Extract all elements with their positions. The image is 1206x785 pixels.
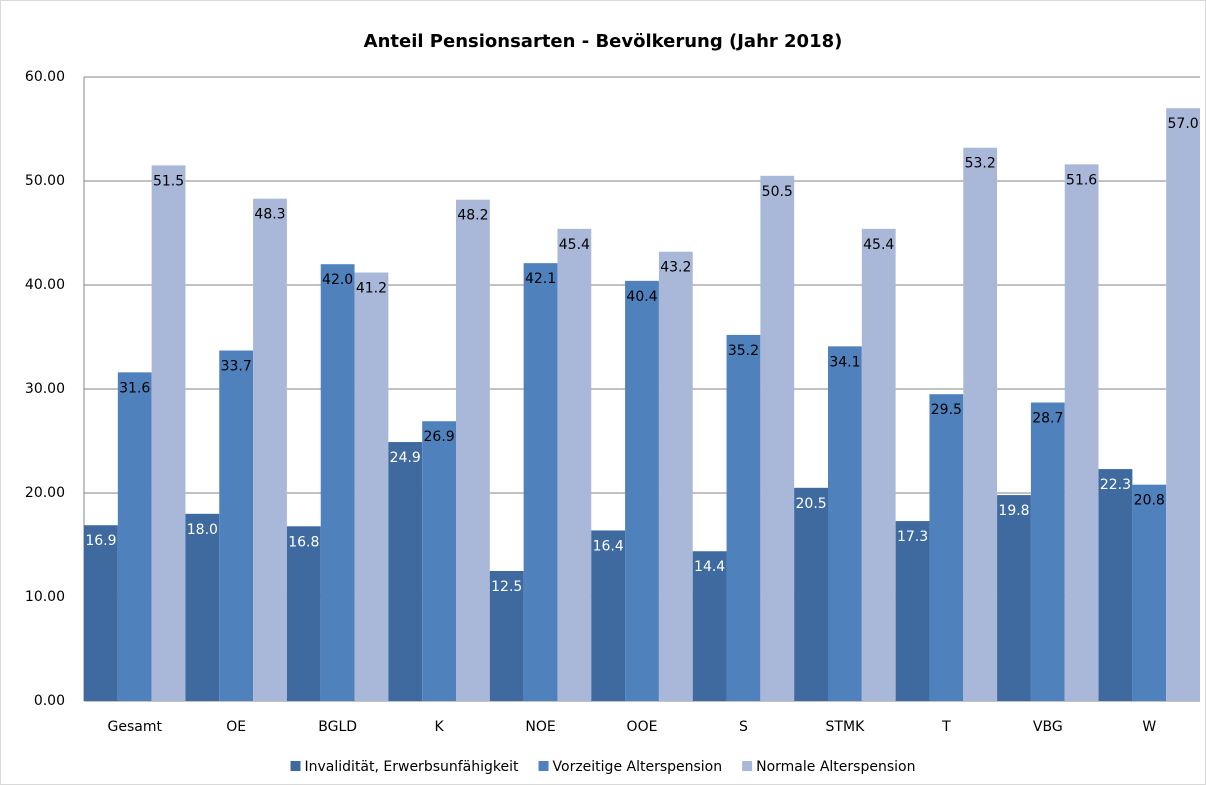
- y-tick-label: 30.00: [25, 381, 65, 397]
- bar: [760, 175, 795, 702]
- value-label: 51.5: [153, 173, 184, 189]
- bar: [523, 263, 558, 701]
- legend-swatch: [538, 761, 549, 771]
- bar: [185, 513, 220, 701]
- bar: [726, 334, 761, 701]
- x-tick-label: Gesamt: [107, 719, 162, 735]
- bar: [1098, 469, 1133, 701]
- bar: [1132, 484, 1167, 701]
- value-label: 26.9: [424, 429, 455, 445]
- value-label: 34.1: [829, 354, 860, 370]
- bar: [84, 525, 118, 701]
- value-label: 53.2: [965, 156, 996, 172]
- value-label: 45.4: [863, 237, 894, 253]
- value-label: 12.5: [491, 579, 522, 595]
- value-label: 16.4: [593, 538, 624, 554]
- bar: [692, 551, 727, 701]
- bar: [489, 571, 524, 701]
- x-tick-label: OE: [226, 719, 246, 735]
- y-tick-label: 50.00: [25, 173, 65, 189]
- value-label: 16.8: [288, 534, 319, 550]
- x-tick-label: S: [739, 719, 748, 735]
- value-label: 29.5: [931, 402, 962, 418]
- bar: [456, 199, 490, 701]
- value-label: 19.8: [998, 503, 1029, 519]
- bar: [591, 530, 626, 701]
- bar: [253, 198, 287, 701]
- value-label: 50.5: [762, 184, 793, 200]
- bar: [388, 442, 423, 701]
- x-tick-label: VBG: [1033, 719, 1063, 735]
- bar: [1166, 108, 1200, 701]
- value-label: 45.4: [559, 237, 590, 253]
- bar: [557, 228, 592, 701]
- value-label: 28.7: [1032, 411, 1063, 427]
- bar: [658, 251, 693, 701]
- legend-swatch: [290, 761, 301, 771]
- value-label: 48.2: [457, 208, 488, 224]
- x-tick-label: W: [1142, 719, 1156, 735]
- x-tick-label: BGLD: [318, 719, 357, 735]
- bar: [963, 147, 998, 702]
- value-label: 33.7: [221, 359, 252, 375]
- value-label: 42.0: [322, 272, 353, 288]
- bar: [219, 350, 254, 701]
- bar: [117, 372, 152, 701]
- x-tick-label: OOE: [627, 719, 658, 735]
- y-tick-label: 60.00: [25, 69, 65, 85]
- value-label: 14.4: [694, 559, 725, 575]
- value-label: 48.3: [254, 207, 285, 223]
- value-label: 57.0: [1168, 116, 1199, 132]
- bar: [929, 394, 964, 701]
- value-label: 41.2: [356, 281, 387, 297]
- bar: [320, 264, 355, 701]
- y-tick-label: 20.00: [25, 485, 65, 501]
- value-label: 35.2: [728, 343, 759, 359]
- y-tick-label: 40.00: [25, 277, 65, 293]
- value-label: 20.5: [796, 496, 827, 512]
- value-label: 18.0: [187, 522, 218, 538]
- legend-label: Vorzeitige Alterspension: [553, 759, 723, 775]
- bar: [828, 346, 862, 701]
- bar: [861, 228, 896, 701]
- bar: [151, 165, 186, 701]
- value-label: 20.8: [1134, 493, 1165, 509]
- bar: [1064, 164, 1099, 702]
- bar: [422, 421, 456, 701]
- legend-swatch: [742, 761, 753, 771]
- value-label: 16.9: [85, 533, 116, 549]
- legend-label: Normale Alterspension: [756, 759, 915, 775]
- x-tick-label: NOE: [525, 719, 555, 735]
- value-label: 42.1: [525, 271, 556, 287]
- value-label: 17.3: [897, 529, 928, 545]
- value-label: 24.9: [390, 450, 421, 466]
- y-tick-label: 10.00: [25, 589, 65, 605]
- chart-title: Anteil Pensionsarten - Bevölkerung (Jahr…: [364, 31, 843, 52]
- bar: [794, 487, 828, 701]
- x-tick-label: T: [941, 719, 951, 735]
- x-tick-label: K: [434, 719, 444, 735]
- bar: [286, 526, 321, 701]
- value-label: 51.6: [1066, 172, 1097, 188]
- value-label: 40.4: [626, 289, 657, 305]
- bar: [895, 521, 930, 701]
- x-tick-label: STMK: [826, 719, 866, 735]
- value-label: 31.6: [119, 380, 150, 396]
- value-label: 43.2: [660, 260, 691, 276]
- bar: [625, 280, 659, 701]
- bar: [354, 272, 389, 701]
- legend-label: Invalidität, Erwerbsunfähigkeit: [305, 759, 519, 775]
- value-label: 22.3: [1100, 477, 1131, 493]
- bar: [997, 495, 1031, 701]
- y-tick-label: 0.00: [34, 693, 65, 709]
- bar: [1030, 402, 1065, 701]
